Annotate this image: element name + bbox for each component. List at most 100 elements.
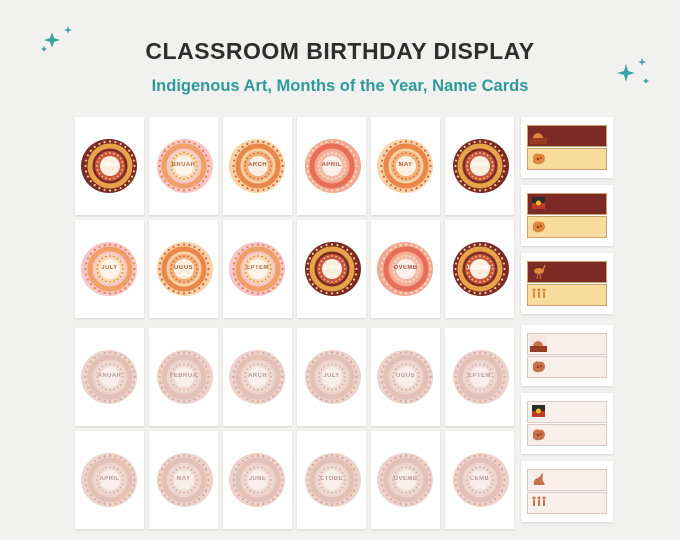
name-card	[521, 325, 613, 386]
month-label: APRIL	[99, 476, 120, 482]
name-card	[521, 117, 613, 178]
month-card: ANUAR	[75, 328, 144, 426]
australia-map-icon	[533, 361, 545, 373]
month-label: JULY	[323, 373, 340, 379]
mandala-art	[376, 139, 433, 193]
month-card: JUNE	[223, 431, 292, 529]
month-label: CEMB	[469, 476, 490, 482]
name-card	[521, 185, 613, 246]
name-strip	[527, 492, 607, 514]
name-card	[521, 461, 613, 522]
name-strip	[527, 125, 607, 147]
mandala-art	[80, 350, 137, 404]
month-card: ANUA	[75, 117, 144, 215]
sparkle-icon-left	[41, 26, 72, 52]
mandala-art	[80, 242, 137, 296]
emu-icon	[534, 264, 546, 280]
month-card: OVEMB	[371, 431, 440, 529]
month-label: JULY	[101, 265, 118, 271]
month-card: ARCH	[223, 117, 292, 215]
dancers-icon	[532, 496, 546, 506]
mandala-art	[452, 350, 509, 404]
mandala-art	[304, 139, 361, 193]
name-strip	[527, 216, 607, 238]
mandala-art	[156, 242, 213, 296]
month-label: ARCH	[248, 162, 267, 168]
month-label: OVEMB	[393, 476, 418, 482]
sparkle-icon-right	[617, 58, 649, 84]
month-card: CTOB	[297, 220, 366, 318]
month-card: JUNE	[445, 117, 514, 215]
mandala-art	[228, 350, 285, 404]
month-label: ANUA	[100, 162, 119, 168]
month-label: APRIL	[321, 162, 342, 168]
dancers-icon	[532, 288, 546, 298]
australia-map-icon	[533, 429, 545, 441]
month-card: ECEMB	[445, 220, 514, 318]
name-strip	[527, 401, 607, 423]
australia-map-icon	[533, 221, 545, 233]
month-card: JULY	[75, 220, 144, 318]
name-strip	[527, 469, 607, 491]
page-title: CLASSROOM BIRTHDAY DISPLAY	[145, 38, 535, 64]
name-card	[521, 393, 613, 454]
name-strip	[527, 284, 607, 306]
month-label: FEBRUA	[169, 373, 198, 379]
name-strip	[527, 356, 607, 378]
name-strip	[527, 193, 607, 215]
mandala-art	[304, 453, 361, 507]
month-label: EPTEM	[246, 265, 269, 271]
mandala-art	[80, 453, 137, 507]
mandala-art	[80, 139, 137, 193]
month-card: UGUS	[149, 220, 218, 318]
mandala-art	[452, 242, 509, 296]
aboriginal-flag-icon	[532, 405, 545, 417]
page-subtitle: Indigenous Art, Months of the Year, Name…	[151, 77, 529, 95]
month-label: ANUAR	[97, 373, 122, 379]
mandala-art	[376, 242, 433, 296]
month-label: EPTEM	[468, 373, 491, 379]
month-card: ARCH	[223, 328, 292, 426]
month-card: EPTEM	[223, 220, 292, 318]
name-strip	[527, 333, 607, 355]
month-card-grid: ANUA BRUAR ARCH APRIL MAY JUNE JULY UGUS EPTEM CT…	[75, 117, 514, 529]
mandala-art	[228, 453, 285, 507]
mandala-art	[156, 139, 213, 193]
sunset-icon	[530, 127, 547, 144]
month-card: BRUAR	[149, 117, 218, 215]
mandala-art	[376, 453, 433, 507]
month-card: UGUS	[371, 328, 440, 426]
month-card: EPTEM	[445, 328, 514, 426]
month-label: JUNE	[470, 162, 489, 168]
month-card: FEBRUA	[149, 328, 218, 426]
month-label: MAY	[398, 162, 413, 168]
month-label: UGUS	[396, 373, 415, 379]
month-label: ECEMB	[467, 265, 492, 271]
month-label: BRUAR	[171, 162, 196, 168]
month-card: JULY	[297, 328, 366, 426]
month-card: MAY	[149, 431, 218, 529]
australia-map-icon	[533, 153, 545, 165]
mandala-art	[228, 242, 285, 296]
month-card: APRIL	[75, 431, 144, 529]
month-label: CTOBE	[320, 476, 343, 482]
mandala-art	[452, 139, 509, 193]
month-label: ARCH	[248, 373, 267, 379]
name-strip	[527, 424, 607, 446]
sunset-icon	[530, 335, 547, 352]
mandala-art	[304, 350, 361, 404]
kangaroo-icon	[533, 473, 545, 485]
mandala-art	[156, 350, 213, 404]
month-label: MAY	[176, 476, 191, 482]
month-card: CEMB	[445, 431, 514, 529]
month-card: CTOBE	[297, 431, 366, 529]
name-strip	[527, 261, 607, 283]
name-strip	[527, 148, 607, 170]
month-label: CTOB	[322, 265, 341, 271]
mandala-art	[304, 242, 361, 296]
mandala-art	[376, 350, 433, 404]
month-card: MAY	[371, 117, 440, 215]
month-label: OVEMB	[393, 265, 418, 271]
month-card: APRIL	[297, 117, 366, 215]
mandala-art	[156, 453, 213, 507]
